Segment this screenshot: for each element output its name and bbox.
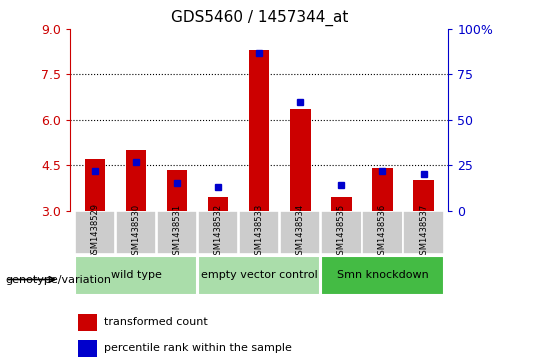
Title: GDS5460 / 1457344_at: GDS5460 / 1457344_at (171, 10, 348, 26)
Bar (75, 256, 197, 295)
Bar (78, 340, 97, 357)
Text: wild type: wild type (111, 270, 161, 280)
Text: GSM1438537: GSM1438537 (419, 203, 428, 260)
Text: transformed count: transformed count (104, 317, 208, 327)
Text: percentile rank within the sample: percentile rank within the sample (104, 343, 292, 354)
Bar (116, 211, 156, 254)
Bar (208, 197, 228, 211)
Text: genotype/variation: genotype/variation (5, 274, 111, 285)
Text: GSM1438530: GSM1438530 (131, 203, 140, 260)
Text: GSM1438536: GSM1438536 (378, 203, 387, 260)
Text: GSM1438531: GSM1438531 (172, 203, 181, 260)
Bar (280, 211, 320, 254)
Text: GSM1438532: GSM1438532 (214, 203, 222, 260)
Text: GSM1438533: GSM1438533 (255, 203, 264, 260)
Bar (372, 168, 393, 211)
Bar (78, 314, 97, 331)
Text: empty vector control: empty vector control (201, 270, 318, 280)
Bar (331, 197, 352, 211)
Bar (403, 211, 444, 254)
Bar (413, 180, 434, 211)
Text: GSM1438535: GSM1438535 (337, 203, 346, 260)
Bar (321, 256, 444, 295)
Text: Smn knockdown: Smn knockdown (336, 270, 428, 280)
Bar (126, 150, 146, 211)
Bar (198, 211, 238, 254)
Bar (85, 159, 105, 211)
Bar (167, 170, 187, 211)
Bar (321, 211, 361, 254)
Bar (249, 50, 269, 211)
Bar (157, 211, 197, 254)
Bar (75, 211, 115, 254)
Text: GSM1438529: GSM1438529 (90, 203, 99, 260)
Text: GSM1438534: GSM1438534 (296, 203, 305, 260)
Bar (198, 256, 320, 295)
Bar (290, 109, 310, 211)
Bar (362, 211, 403, 254)
Bar (239, 211, 279, 254)
